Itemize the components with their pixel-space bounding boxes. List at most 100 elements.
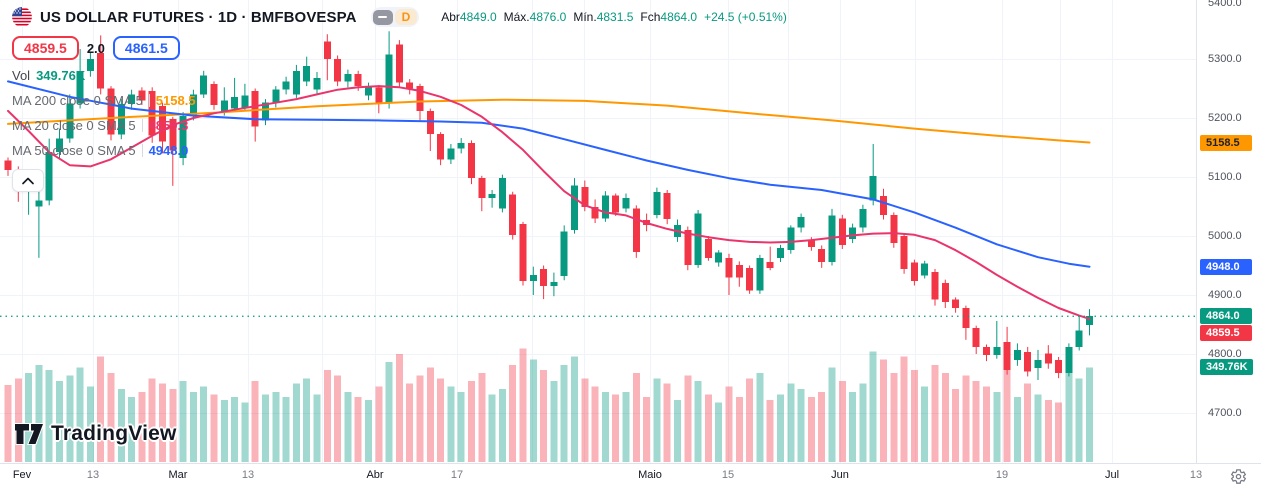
volume-bar xyxy=(818,391,826,462)
volume-bar xyxy=(385,362,393,462)
volume-bar xyxy=(416,375,424,462)
time-axis-label: Abr xyxy=(366,469,384,481)
volume-bar xyxy=(581,378,589,462)
volume-bar xyxy=(4,385,12,462)
legend-ma50-row[interactable]: MA 50 close 0 SMA 5 4948.0 xyxy=(12,138,196,163)
candle-body xyxy=(86,59,94,71)
volume-bar xyxy=(303,378,311,462)
legend-separator xyxy=(141,144,143,157)
volume-bar xyxy=(478,372,486,462)
time-axis-label: Maio xyxy=(638,469,662,481)
volume-bar xyxy=(406,383,414,462)
volume-bar xyxy=(76,367,84,462)
candle-body xyxy=(251,90,259,127)
candle-body xyxy=(478,178,486,199)
indicator-legend: Vol 349.76K MA 200 close 0 SMA 5 5158.5 … xyxy=(12,63,196,192)
price-axis-badge: 4859.5 xyxy=(1200,325,1252,341)
ask-price-button[interactable]: 4861.5 xyxy=(112,36,180,60)
legend-ma200-row[interactable]: MA 200 close 0 SMA 5 5158.5 xyxy=(12,88,196,113)
candle-body xyxy=(313,77,321,90)
candle-body xyxy=(900,236,908,270)
candle-body xyxy=(746,267,754,291)
volume-bar xyxy=(797,389,805,462)
candle-body xyxy=(838,218,846,245)
volume-bar xyxy=(148,378,156,462)
candle-body xyxy=(189,94,197,117)
time-axis-label: 17 xyxy=(450,469,464,481)
tradingview-watermark: TradingView xyxy=(14,421,177,447)
candle-body xyxy=(45,152,53,201)
volume-bar xyxy=(612,394,620,462)
volume-bar xyxy=(653,378,661,462)
ma20-value: 4859.3 xyxy=(148,118,189,133)
candle-body xyxy=(97,53,105,89)
volume-bar xyxy=(983,386,990,462)
volume-bar xyxy=(313,394,321,462)
volume-bar xyxy=(529,359,537,462)
volume-bar xyxy=(395,354,403,462)
volume-bar xyxy=(900,356,908,462)
bid-price-button[interactable]: 4859.5 xyxy=(12,36,79,60)
volume-bar xyxy=(952,389,960,462)
chart-header: US DOLLAR FUTURES · 1D · BMFBOVESPA D Ab… xyxy=(12,6,787,61)
candle-body xyxy=(509,194,517,235)
volume-bar xyxy=(684,375,692,462)
candlestick-chart[interactable] xyxy=(0,0,1196,463)
legend-volume-row[interactable]: Vol 349.76K xyxy=(12,63,196,88)
volume-bar xyxy=(519,348,527,462)
candle-body xyxy=(323,41,331,59)
legend-ma20-row[interactable]: MA 20 close 0 SMA 5 4859.3 xyxy=(12,113,196,138)
candle-body xyxy=(560,231,568,277)
time-axis[interactable]: Fev 13 Mar 13 Abr 17 Maio 15 Jun 19 Jul 13 xyxy=(0,463,1261,489)
candle-body xyxy=(529,274,537,281)
candle-body xyxy=(262,102,269,121)
spread-value: 2.0 xyxy=(86,40,105,56)
candle-body xyxy=(663,192,671,219)
price-axis[interactable]: 5400.0 5300.0 5200.0 5100.0 5000.0 4900.0 4800… xyxy=(1196,0,1261,463)
time-axis-label: 19 xyxy=(995,469,1009,481)
price-chart-canvas[interactable] xyxy=(0,0,1196,463)
interval-badge[interactable]: D xyxy=(394,9,418,25)
axis-settings-gear-icon[interactable] xyxy=(1230,468,1247,485)
legend-separator xyxy=(148,94,150,107)
volume-bar xyxy=(807,397,815,462)
volume-label: Vol xyxy=(12,68,31,83)
volume-bar xyxy=(1086,367,1093,462)
volume-bar xyxy=(632,372,640,462)
candle-body xyxy=(416,86,424,111)
volume-bar xyxy=(159,383,166,462)
price-axis-label: 5200.0 xyxy=(1208,112,1242,124)
symbol-title[interactable]: US DOLLAR FUTURES · 1D · BMFBOVESPA xyxy=(40,8,357,26)
ma-20-line xyxy=(7,85,1091,320)
volume-bar xyxy=(498,389,506,462)
collapse-toggle[interactable] xyxy=(372,9,393,25)
price-axis-label: 4700.0 xyxy=(1208,407,1242,419)
volume-bar xyxy=(344,391,352,462)
volume-bar xyxy=(107,372,115,462)
ma50-value: 4948.0 xyxy=(148,143,189,158)
candle-body xyxy=(117,103,125,135)
candle-body xyxy=(632,208,640,252)
low-label: Mín. xyxy=(573,10,597,24)
legend-collapse-button[interactable] xyxy=(12,169,44,192)
candle-body xyxy=(210,83,218,106)
time-axis-label: Jul xyxy=(1104,469,1120,481)
volume-bar xyxy=(643,397,651,462)
candle-body xyxy=(4,160,12,170)
volume-bar xyxy=(447,386,455,462)
volume-bar xyxy=(571,356,578,462)
volume-bar xyxy=(200,386,208,462)
candle-body xyxy=(684,230,692,265)
candle-body xyxy=(231,96,239,109)
volume-bar xyxy=(560,364,568,462)
volume-bar xyxy=(138,391,146,462)
candle-body xyxy=(375,87,383,103)
time-axis-label: 15 xyxy=(721,469,735,481)
candle-body xyxy=(735,264,743,278)
open-label: Abr xyxy=(441,10,460,24)
candle-body xyxy=(931,271,939,300)
volume-bar xyxy=(251,381,259,462)
candle-body xyxy=(704,238,712,258)
candle-body xyxy=(807,240,815,248)
